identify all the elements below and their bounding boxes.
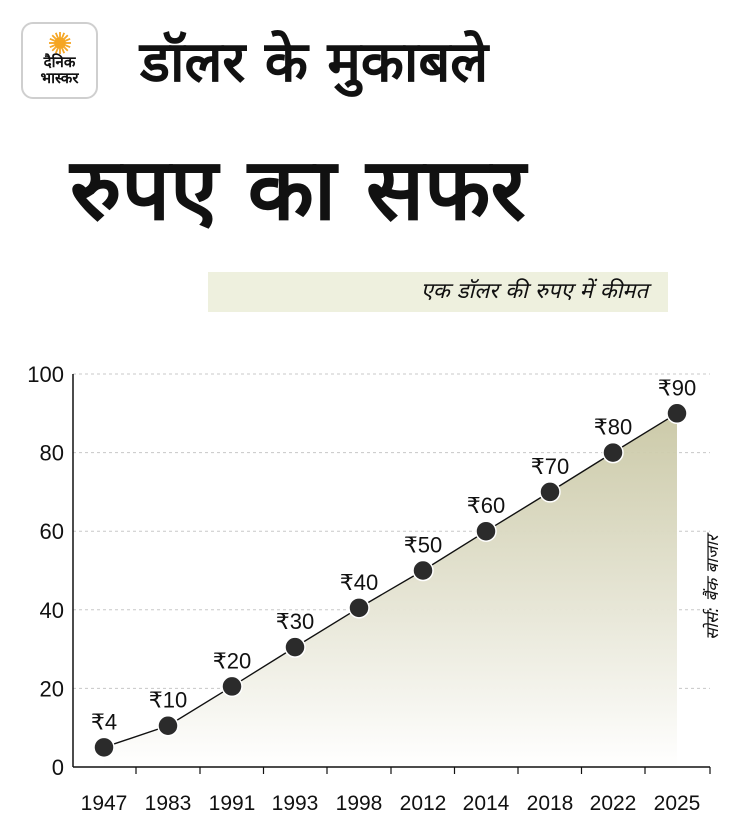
brand-logo: दैनिक भास्कर bbox=[21, 22, 98, 99]
sun-ray bbox=[48, 37, 55, 42]
sun-core bbox=[53, 37, 66, 49]
title-line1: डॉलर के मुकाबले bbox=[140, 30, 489, 95]
x-tick-label: 1947 bbox=[81, 792, 128, 815]
data-point bbox=[539, 481, 561, 503]
brand-line1: दैनिक bbox=[43, 53, 76, 71]
data-label: ₹60 bbox=[467, 493, 505, 518]
sun-ray bbox=[51, 34, 56, 40]
y-tick-label: 20 bbox=[40, 676, 64, 701]
sun-ray bbox=[64, 37, 71, 42]
data-point bbox=[221, 675, 243, 698]
brand-line2: भास्कर bbox=[40, 69, 79, 87]
y-tick-label: 60 bbox=[40, 519, 64, 544]
x-tick-label: 2014 bbox=[463, 792, 510, 815]
source-note: सोर्स: बैंक बाजार bbox=[703, 535, 723, 640]
sun-ray bbox=[64, 44, 71, 49]
data-label: ₹40 bbox=[340, 570, 378, 595]
sun-ray bbox=[60, 48, 65, 54]
data-label: ₹20 bbox=[213, 648, 251, 673]
y-tick-label: 40 bbox=[40, 598, 64, 623]
data-label: ₹90 bbox=[658, 375, 696, 400]
data-point bbox=[412, 559, 434, 582]
data-label: ₹80 bbox=[594, 415, 632, 440]
series-line bbox=[103, 412, 678, 749]
x-tick-label: 1998 bbox=[336, 792, 383, 815]
x-tick-label: 2018 bbox=[527, 792, 574, 815]
sun-icon bbox=[48, 32, 71, 54]
data-label: ₹50 bbox=[404, 533, 442, 558]
title-line2: रुपए का सफर bbox=[70, 140, 526, 240]
data-label: ₹4 bbox=[91, 709, 117, 734]
sun-ray bbox=[54, 48, 59, 54]
x-tick-label: 1993 bbox=[272, 792, 319, 815]
y-tick-label: 0 bbox=[52, 755, 64, 780]
sun-ray bbox=[51, 46, 56, 52]
data-point bbox=[157, 714, 179, 737]
subtitle-box: एक डॉलर की रुपए में कीमत bbox=[208, 272, 668, 312]
x-tick-label: 2025 bbox=[654, 792, 701, 815]
subtitle: एक डॉलर की रुपए में कीमत bbox=[420, 279, 648, 304]
sun-ray bbox=[63, 46, 68, 52]
data-point bbox=[348, 597, 370, 619]
data-label: ₹70 bbox=[531, 454, 569, 479]
data-point bbox=[284, 636, 306, 658]
sun-ray bbox=[48, 44, 55, 49]
sun-ray bbox=[54, 32, 59, 38]
x-tick-label: 2012 bbox=[400, 792, 447, 815]
data-label: ₹30 bbox=[276, 609, 314, 634]
sun-ray bbox=[63, 34, 68, 40]
data-point bbox=[666, 402, 688, 425]
x-tick-label: 2022 bbox=[590, 792, 637, 815]
data-point bbox=[475, 520, 497, 542]
data-point bbox=[602, 441, 624, 464]
data-point bbox=[93, 736, 115, 759]
x-tick-label: 1983 bbox=[145, 792, 192, 815]
x-tick-label: 1991 bbox=[209, 792, 256, 815]
data-label: ₹10 bbox=[149, 688, 187, 713]
y-tick-label: 100 bbox=[27, 362, 64, 387]
sun-ray bbox=[60, 32, 65, 38]
y-tick-label: 80 bbox=[40, 441, 64, 466]
